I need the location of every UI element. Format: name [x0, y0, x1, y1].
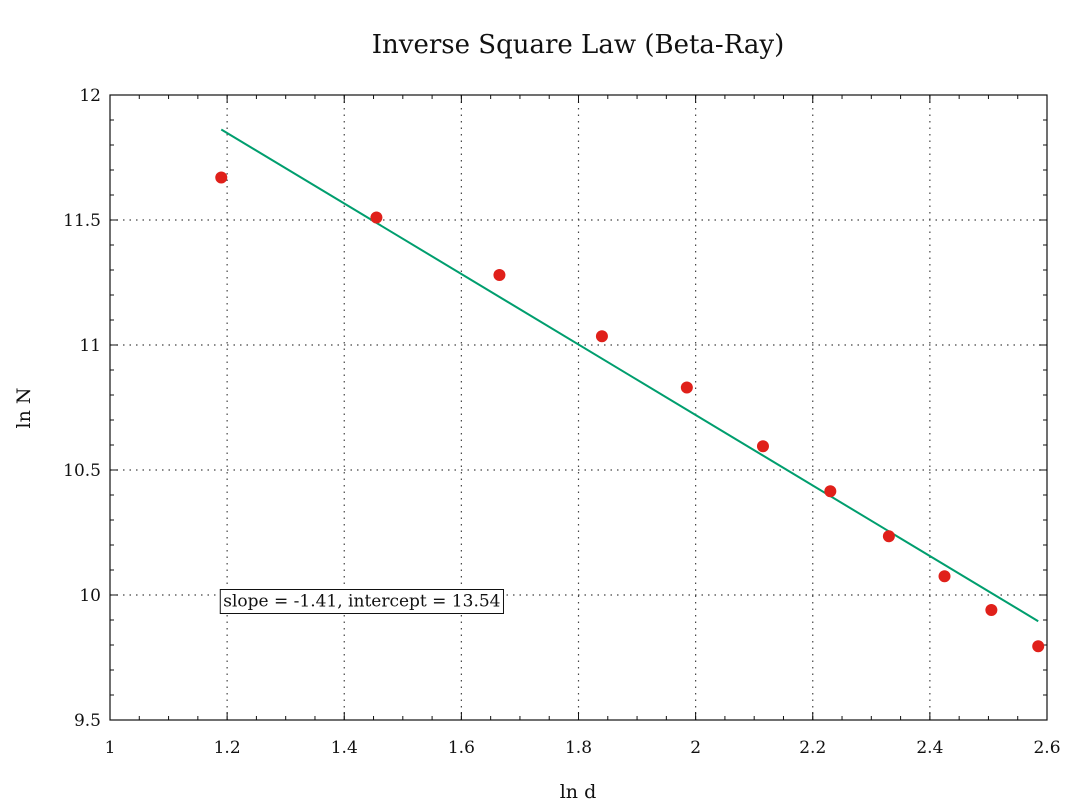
y-axis-label: ln N: [13, 388, 35, 429]
x-axis-label: ln d: [560, 781, 597, 803]
y-tick-labels: 9.5 10 10.5 11 11.5 12: [63, 86, 101, 731]
y-tick-label: 10: [79, 586, 101, 606]
x-tick-label: 2: [690, 738, 701, 758]
data-point: [595, 330, 608, 343]
x-tick-label: 2.4: [916, 738, 943, 758]
y-tick-label: 9.5: [74, 711, 101, 731]
x-tick-label: 2.2: [799, 738, 826, 758]
x-tick-label: 1.2: [214, 738, 241, 758]
x-tick-label: 2.6: [1033, 738, 1060, 758]
data-point: [985, 604, 998, 616]
fit-line-layer: [220, 128, 1039, 623]
y-tick-label: 12: [79, 86, 101, 106]
x-tick-label: 1: [105, 738, 116, 758]
grid-lines: [110, 95, 1047, 720]
x-tick-labels: 1 1.2 1.4 1.6 1.8 2 2.2 2.4 2.6: [105, 738, 1061, 758]
plot-frame: [109, 94, 1048, 721]
data-point: [370, 211, 383, 224]
chart-title: Inverse Square Law (Beta-Ray): [372, 30, 784, 60]
data-point: [1032, 640, 1045, 653]
data-point: [680, 381, 693, 394]
data-point: [215, 171, 228, 184]
x-tick-label: 1.6: [448, 738, 475, 758]
data-point: [882, 530, 895, 543]
data-point: [756, 440, 769, 453]
fit-line: [220, 128, 1039, 623]
annotation-box: [219, 589, 504, 614]
x-tick-label: 1.8: [565, 738, 592, 758]
data-points-layer: [215, 171, 1045, 653]
y-tick-label: 11: [79, 336, 101, 356]
data-point: [493, 269, 506, 281]
x-tick-label: 1.4: [331, 738, 358, 758]
y-tick-label: 11.5: [63, 211, 101, 231]
y-tick-label: 10.5: [63, 461, 101, 481]
annotation-text: slope = -1.41, intercept = 13.54: [223, 592, 500, 612]
fit-annotation: slope = -1.41, intercept = 13.54: [219, 589, 504, 614]
data-point: [938, 570, 951, 583]
data-point: [824, 485, 837, 498]
